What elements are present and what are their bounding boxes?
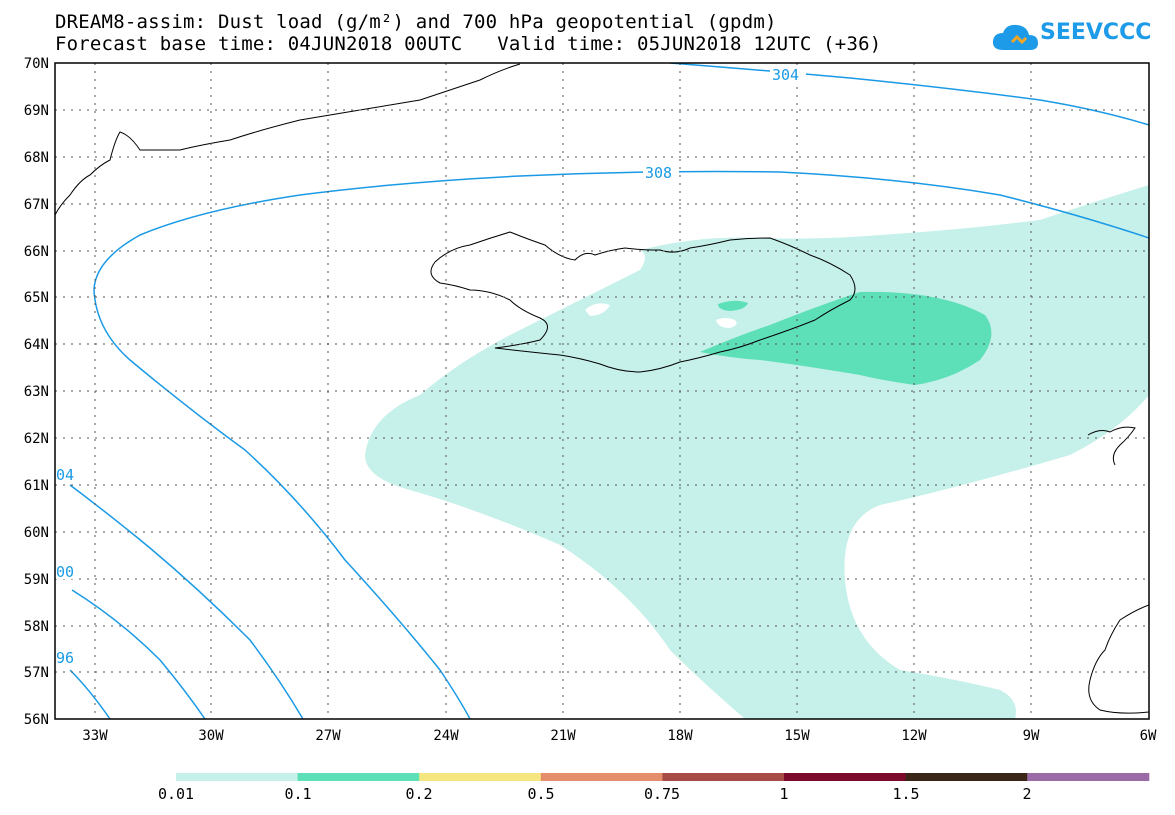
contour-304-west bbox=[69, 484, 304, 719]
logo-text: SEEVCCC bbox=[1040, 20, 1152, 45]
coastline-iceland bbox=[430, 231, 856, 373]
contour-label: 308 bbox=[645, 164, 672, 182]
lon-label: 18W bbox=[667, 728, 693, 744]
lat-label: 57N bbox=[24, 665, 49, 681]
colorbar-label: 0.1 bbox=[284, 785, 311, 803]
lon-label: 33W bbox=[82, 728, 108, 744]
dust-area-medium bbox=[718, 300, 748, 311]
colorbar-label: 0.5 bbox=[527, 785, 554, 803]
map-frame bbox=[54, 62, 1150, 720]
lat-label: 60N bbox=[24, 525, 49, 541]
lat-label: 62N bbox=[24, 431, 49, 447]
lat-label: 58N bbox=[24, 619, 49, 635]
dust-hole bbox=[716, 318, 737, 328]
colorbar-label: 2 bbox=[1022, 785, 1031, 803]
cloud-icon bbox=[992, 24, 1038, 50]
lat-label: 64N bbox=[24, 337, 49, 353]
lon-label: 30W bbox=[198, 728, 224, 744]
colorbar-swatch bbox=[784, 773, 907, 781]
contour-296 bbox=[69, 669, 111, 719]
colorbar-label: 0.2 bbox=[405, 785, 432, 803]
colorbar-label: 1.5 bbox=[892, 785, 919, 803]
dust-area-medium bbox=[700, 291, 992, 385]
contour-300 bbox=[71, 589, 206, 719]
lon-label: 15W bbox=[784, 728, 810, 744]
lat-label: 67N bbox=[24, 197, 49, 213]
lon-label: 21W bbox=[550, 728, 576, 744]
coastline-faroe bbox=[1087, 426, 1136, 466]
colorbar-swatch bbox=[1027, 773, 1150, 781]
map-subtitle: Forecast base time: 04JUN2018 00UTC Vali… bbox=[55, 33, 882, 55]
contour-label: 304 bbox=[772, 66, 799, 84]
lon-label: 9W bbox=[1023, 728, 1040, 744]
colorbar-label: 1 bbox=[779, 785, 788, 803]
lat-label: 56N bbox=[24, 712, 49, 728]
lon-label: 12W bbox=[901, 728, 927, 744]
dust-hole bbox=[585, 303, 610, 316]
coastline-scotland bbox=[1088, 604, 1149, 714]
lon-label: 6W bbox=[1140, 728, 1157, 744]
lon-label: 24W bbox=[433, 728, 459, 744]
lon-label: 27W bbox=[315, 728, 341, 744]
coastline-greenland bbox=[55, 63, 521, 216]
colorbar: 0.01 0.1 0.2 0.5 0.75 1 1.5 2 bbox=[158, 773, 1150, 803]
colorbar-label: 0.01 bbox=[158, 785, 194, 803]
contour-label: 00 bbox=[56, 563, 74, 581]
colorbar-swatch bbox=[540, 773, 663, 781]
lat-label: 61N bbox=[24, 478, 49, 494]
colorbar-swatch bbox=[419, 773, 542, 781]
contour-308 bbox=[93, 170, 1149, 719]
dust-area-light bbox=[365, 185, 1149, 719]
lat-label: 59N bbox=[24, 572, 49, 588]
contour-label: 04 bbox=[56, 466, 74, 484]
lat-label: 65N bbox=[24, 290, 49, 306]
colorbar-swatch bbox=[905, 773, 1028, 781]
lat-label: 69N bbox=[24, 103, 49, 119]
map-plot-area bbox=[55, 63, 1149, 719]
colorbar-swatch bbox=[297, 773, 420, 781]
contour-label: 96 bbox=[56, 649, 74, 667]
colorbar-label: 0.75 bbox=[644, 785, 680, 803]
contour-304-north bbox=[669, 63, 1149, 126]
colorbar-swatch bbox=[662, 773, 785, 781]
map-title: DREAM8-assim: Dust load (g/m²) and 700 h… bbox=[55, 11, 777, 33]
map-gridlines bbox=[55, 63, 1149, 719]
colorbar-swatch bbox=[176, 773, 299, 781]
lat-label: 70N bbox=[24, 56, 49, 72]
lat-label: 68N bbox=[24, 150, 49, 166]
lat-label: 66N bbox=[24, 244, 49, 260]
lat-label: 63N bbox=[24, 384, 49, 400]
